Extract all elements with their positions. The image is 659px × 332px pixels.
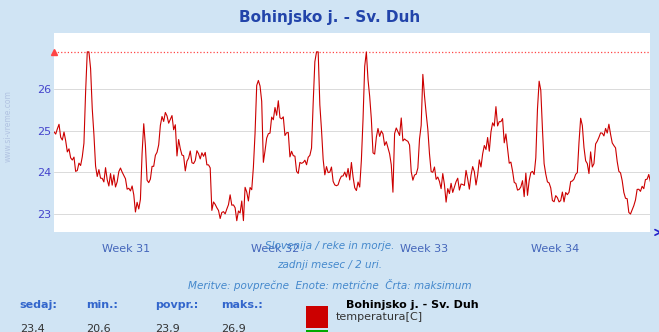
Text: Week 31: Week 31 xyxy=(101,244,150,254)
Text: www.si-vreme.com: www.si-vreme.com xyxy=(3,90,13,162)
Text: 20,6: 20,6 xyxy=(86,324,110,332)
Text: Week 34: Week 34 xyxy=(531,244,579,254)
Text: Meritve: povprečne  Enote: metrične  Črta: maksimum: Meritve: povprečne Enote: metrične Črta:… xyxy=(188,279,471,291)
Text: povpr.:: povpr.: xyxy=(155,300,198,310)
Text: Week 32: Week 32 xyxy=(250,244,299,254)
Text: min.:: min.: xyxy=(86,300,117,310)
Text: 26,9: 26,9 xyxy=(221,324,246,332)
Text: 23,4: 23,4 xyxy=(20,324,45,332)
Text: Week 33: Week 33 xyxy=(400,244,448,254)
Text: sedaj:: sedaj: xyxy=(20,300,57,310)
Text: temperatura[C]: temperatura[C] xyxy=(336,312,423,322)
Text: Bohinjsko j. - Sv. Duh: Bohinjsko j. - Sv. Duh xyxy=(346,300,478,310)
Text: Slovenija / reke in morje.: Slovenija / reke in morje. xyxy=(265,241,394,251)
Text: Bohinjsko j. - Sv. Duh: Bohinjsko j. - Sv. Duh xyxy=(239,10,420,25)
Text: zadnji mesec / 2 uri.: zadnji mesec / 2 uri. xyxy=(277,260,382,270)
Text: 23,9: 23,9 xyxy=(155,324,180,332)
Text: maks.:: maks.: xyxy=(221,300,262,310)
